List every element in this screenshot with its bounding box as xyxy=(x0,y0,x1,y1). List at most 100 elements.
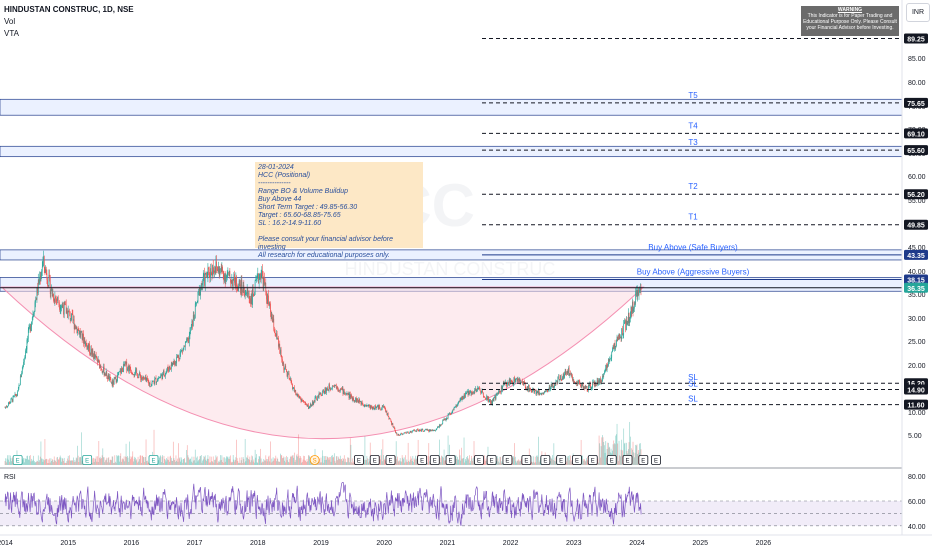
earnings-marker xyxy=(474,455,484,465)
volume-bar xyxy=(112,456,114,465)
volume-bar xyxy=(292,455,293,465)
volume-bar xyxy=(29,455,31,465)
volume-bar xyxy=(184,462,186,465)
volume-bar xyxy=(335,456,337,465)
candle-body xyxy=(395,430,396,433)
legend-symbol[interactable]: HINDUSTAN CONSTRUC, 1D, NSE xyxy=(4,5,134,14)
earnings-marker xyxy=(556,455,567,465)
volume-bar xyxy=(49,458,50,465)
candle-body xyxy=(167,367,169,370)
legend-vta[interactable]: VTA xyxy=(4,29,19,38)
candle-body xyxy=(205,273,207,275)
candle-body xyxy=(639,287,641,292)
candle-body xyxy=(55,298,57,300)
candle-body xyxy=(154,378,156,380)
candle-body xyxy=(572,379,574,381)
candle-body xyxy=(282,363,284,365)
volume-bar xyxy=(443,449,445,465)
volume-bar xyxy=(534,456,536,465)
level-price-text: 75.65 xyxy=(907,101,925,108)
candle-body xyxy=(199,287,201,296)
volume-bar xyxy=(41,458,42,465)
volume-bar xyxy=(323,462,325,465)
level-price-label xyxy=(904,282,928,293)
time-axis[interactable]: 2014201520162017201820192020202120222023… xyxy=(0,534,932,547)
candle-body xyxy=(548,389,549,391)
candle-body xyxy=(542,393,543,395)
candle-body xyxy=(589,383,591,387)
candle-body xyxy=(333,385,335,387)
candle-body xyxy=(114,378,116,380)
volume-bar xyxy=(518,459,519,465)
volume-bar xyxy=(538,436,539,465)
candle-body xyxy=(286,371,288,377)
candle-body xyxy=(461,397,462,400)
candle-body xyxy=(288,373,289,375)
volume-bar xyxy=(123,459,124,465)
candle-body xyxy=(51,288,53,297)
candle-body xyxy=(546,389,547,391)
volume-bar xyxy=(616,423,618,465)
volume-bar xyxy=(99,456,101,465)
volume-bar xyxy=(194,460,195,465)
candle-body xyxy=(413,430,414,431)
candle-body xyxy=(149,382,151,387)
candle-body xyxy=(570,373,572,375)
candle-body xyxy=(147,380,149,382)
candle-body xyxy=(162,370,164,373)
time-tick: 2014 xyxy=(0,540,13,547)
legend-volume[interactable]: Vol xyxy=(4,17,16,26)
volume-bar xyxy=(224,457,225,465)
volume-bar xyxy=(137,456,139,465)
candle-body xyxy=(490,400,491,405)
currency-button[interactable]: INR xyxy=(906,3,930,22)
volume-bar xyxy=(135,460,137,465)
volume-bar xyxy=(208,458,209,465)
volume-bar xyxy=(75,461,76,465)
candle-body xyxy=(172,362,173,366)
volume-bar xyxy=(411,461,413,465)
candle-body xyxy=(584,385,586,389)
time-tick: 2017 xyxy=(187,540,203,547)
candle-body xyxy=(262,275,264,289)
candle-body xyxy=(96,356,98,360)
candle-body xyxy=(296,393,298,397)
volume-bar xyxy=(305,460,307,465)
candle-body xyxy=(261,270,263,275)
earnings-marker-letter: E xyxy=(85,459,89,465)
volume-bar xyxy=(496,456,498,465)
candle-body xyxy=(84,340,86,346)
price-axis[interactable]: 5.0010.0015.0020.0025.0030.0035.0040.004… xyxy=(901,0,928,535)
candle-body xyxy=(484,397,486,399)
volume-bar xyxy=(228,456,230,465)
volume-bar xyxy=(288,462,290,465)
candle-body xyxy=(241,279,243,291)
cup-pattern xyxy=(0,286,645,439)
volume-bar xyxy=(464,462,466,465)
volume-bar xyxy=(401,461,402,465)
candlestick-series[interactable] xyxy=(4,250,642,436)
volume-bar xyxy=(121,461,122,465)
volume-bar xyxy=(47,462,48,465)
volume-bar xyxy=(441,455,442,465)
volume-bar xyxy=(472,457,474,465)
candle-body xyxy=(423,431,424,432)
candle-body xyxy=(622,328,623,336)
candle-body xyxy=(214,270,215,273)
candle-body xyxy=(464,395,466,398)
candle-body xyxy=(480,392,482,394)
volume-bar xyxy=(125,443,127,465)
rsi-tick: 60.00 xyxy=(908,499,926,506)
volume-bar xyxy=(239,457,241,465)
volume-bar xyxy=(11,457,13,465)
candle-body xyxy=(429,429,430,432)
candle-body xyxy=(592,382,593,388)
earnings-marker xyxy=(12,455,23,465)
candle-body xyxy=(550,387,551,390)
candle-body xyxy=(273,318,275,330)
candle-body xyxy=(270,303,271,313)
candle-body xyxy=(525,386,527,390)
volume-bar xyxy=(395,456,396,465)
